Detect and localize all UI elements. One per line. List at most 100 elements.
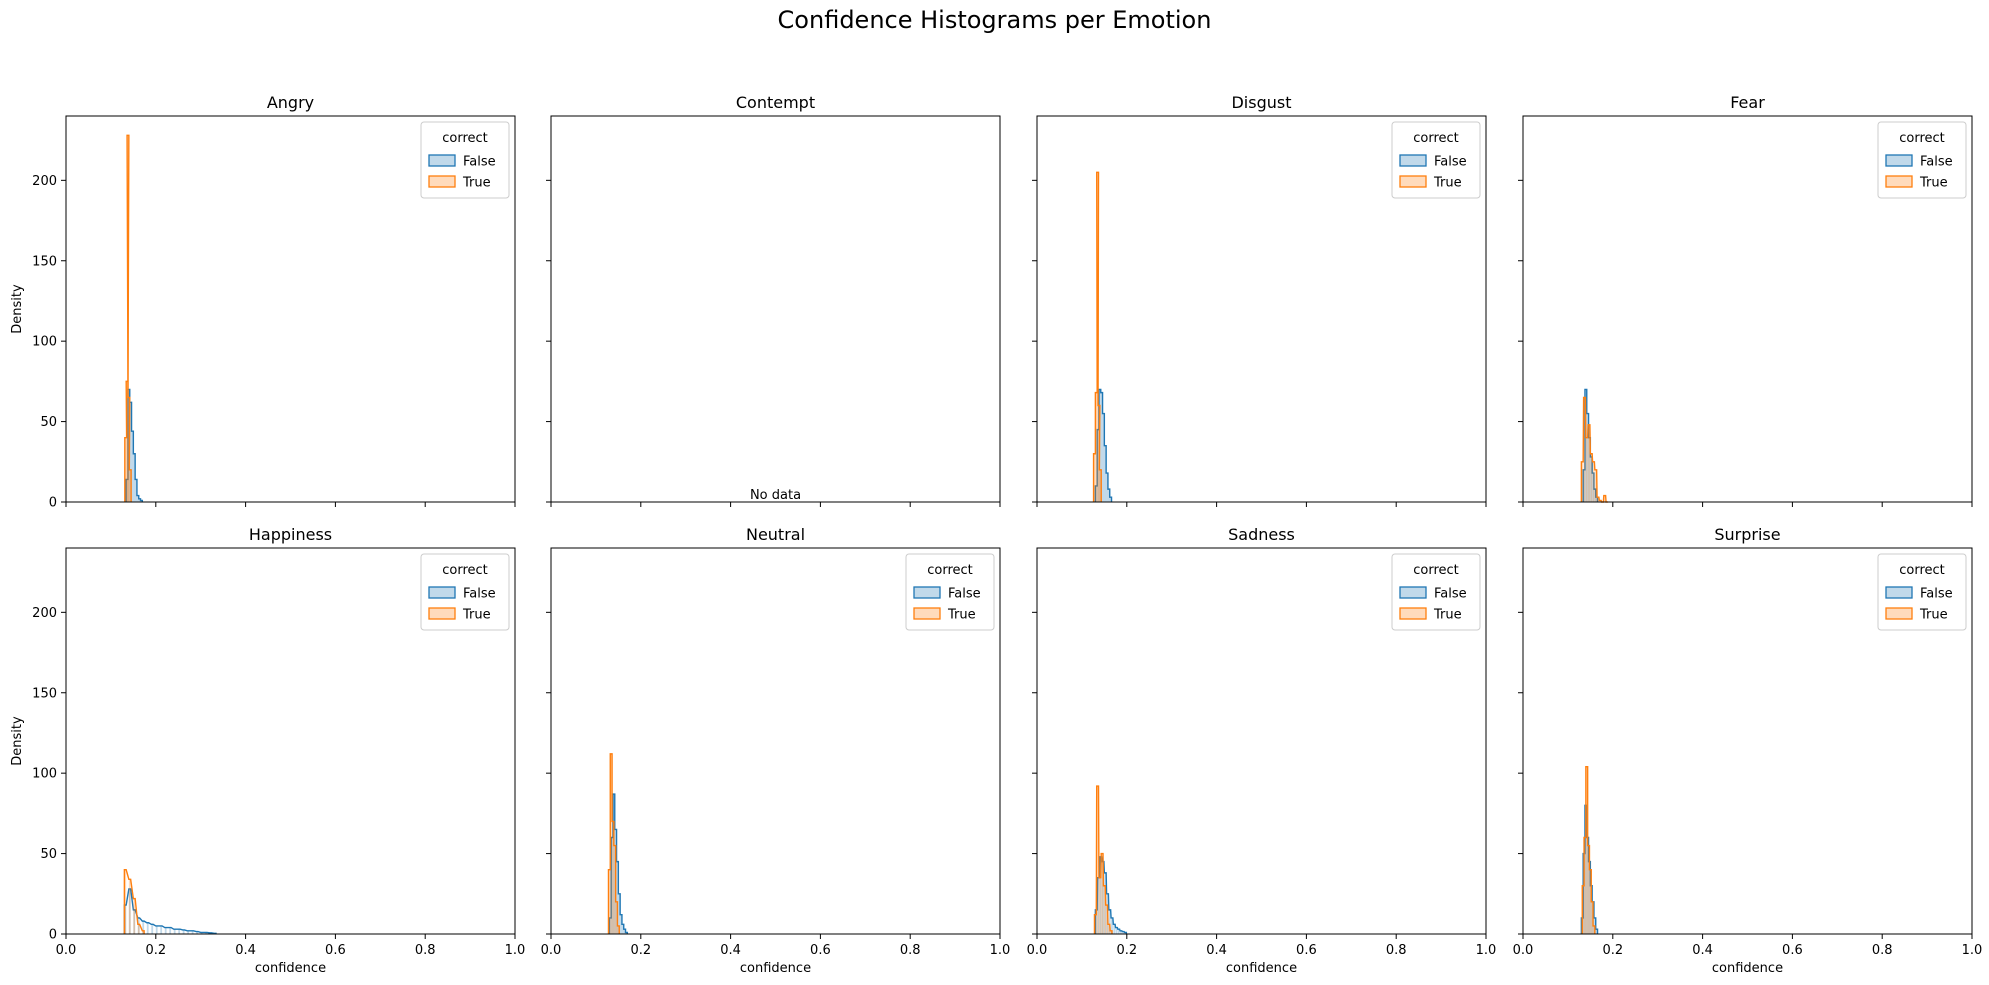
histogram-bar [1102,413,1105,502]
x-tick-label: 0.0 [56,943,77,958]
x-axis-label: confidence [255,961,326,976]
legend-label-true: True [947,608,976,623]
legend-label-true: True [1433,176,1462,191]
histogram-bar [1585,766,1588,934]
subplot-fear: Fear correct False True [1518,93,1973,507]
series-true [1093,785,1113,934]
subplot-title: Fear [1730,93,1765,112]
histogram-bar [1108,909,1111,934]
histogram-outline [123,888,217,935]
histogram-bar [124,437,127,502]
legend-swatch-false [1399,586,1427,599]
legend: correct False True [420,553,510,631]
axes-frame [1522,547,1973,935]
histogram-bar [615,901,618,934]
legend-label-false: False [463,587,496,602]
histogram-bar [1098,877,1101,934]
histogram-bar [1097,877,1100,934]
histogram-bar [1584,837,1586,934]
histogram-bar [131,431,134,502]
axes-frame [1522,115,1973,503]
histogram-outline [124,134,132,502]
histogram-outline [607,753,620,934]
histogram-bar [178,929,181,934]
legend-label-false: False [1920,587,1953,602]
histogram-bar [1587,845,1590,934]
histogram-bar [1093,453,1096,502]
legend-swatch-false [1885,586,1913,599]
x-tick-label: 0.4 [720,943,741,958]
legend: correct False True [420,121,510,199]
legend-swatch-false [1399,154,1427,167]
legend-label-true: True [1919,176,1948,191]
histogram-bar [1110,930,1112,934]
legend: correct False True [905,553,995,631]
histogram-bar [128,888,131,934]
histogram-bar [1588,861,1591,934]
legend-title: correct [1899,131,1945,146]
histogram-bar [137,924,140,934]
histogram-bar [146,922,149,934]
histogram-bar [608,869,611,934]
legend-title: correct [1413,131,1459,146]
x-tick-label: 0.6 [325,943,346,958]
x-tick-label: 1.0 [505,943,526,958]
histogram-bar [1593,925,1595,934]
x-tick-label: 0.8 [415,943,436,958]
histogram-bar [1099,856,1102,934]
histogram-bar [138,498,141,502]
histogram-bar [136,495,139,502]
legend: correct False True [1391,553,1481,631]
y-tick-label: 200 [32,174,57,189]
legend-box [420,121,510,199]
subplot-title: Surprise [1714,525,1780,544]
legend-label-true: True [1919,608,1948,623]
x-tick-label: 1.0 [1476,943,1497,958]
histogram-bar [621,924,624,934]
histogram-bar [1585,437,1588,502]
legend-label-true: True [462,608,491,623]
legend-title: correct [442,131,488,146]
y-axis-label: Density [10,284,25,334]
histogram-bar [196,931,199,934]
x-tick-label: 0.2 [1602,943,1623,958]
legend-box [1877,121,1967,199]
histogram-bar [609,917,612,934]
series-true [123,868,145,934]
histogram-bar [1095,392,1098,502]
histogram-outline [608,793,629,934]
histogram-bar [129,469,132,502]
histogram-bar [1586,837,1589,934]
legend-swatch-false [913,586,941,599]
legend-label-false: False [1434,155,1467,170]
histogram-outline [1094,388,1113,502]
y-tick-label: 200 [32,606,57,621]
axes-frame [65,115,516,503]
histogram-bar [169,927,172,934]
histogram-bar [1109,497,1112,502]
histogram-bar [135,479,137,502]
histogram-outline [1094,856,1128,934]
histogram-bar [625,932,628,934]
x-tick-label: 1.0 [990,943,1011,958]
legend-title: correct [1899,563,1945,578]
series-true [607,753,620,934]
y-tick-label: 150 [32,686,57,701]
axes-frame [1036,547,1487,935]
x-tick-label: 1.0 [1962,943,1983,958]
legend-label-false: False [948,587,981,602]
subplot-title: Angry [267,93,314,112]
legend-swatch-true [1885,607,1913,620]
subplot-title: Disgust [1231,93,1291,112]
x-tick-label: 0.2 [145,943,166,958]
subplot-neutral: Neutral 0.0 0.2 0.4 0.6 0.8 1.0 confidence corre… [541,525,1011,976]
histogram-bar [1103,885,1106,934]
y-tick-label: 0 [49,496,57,511]
legend-box [1877,553,1967,631]
x-tick-label: 0.6 [1782,943,1803,958]
subplot-angry: Angry 0 50 100 150 200 Density correct False True [10,93,516,511]
legend: correct False True [1877,121,1967,199]
histogram-bar [612,794,615,934]
